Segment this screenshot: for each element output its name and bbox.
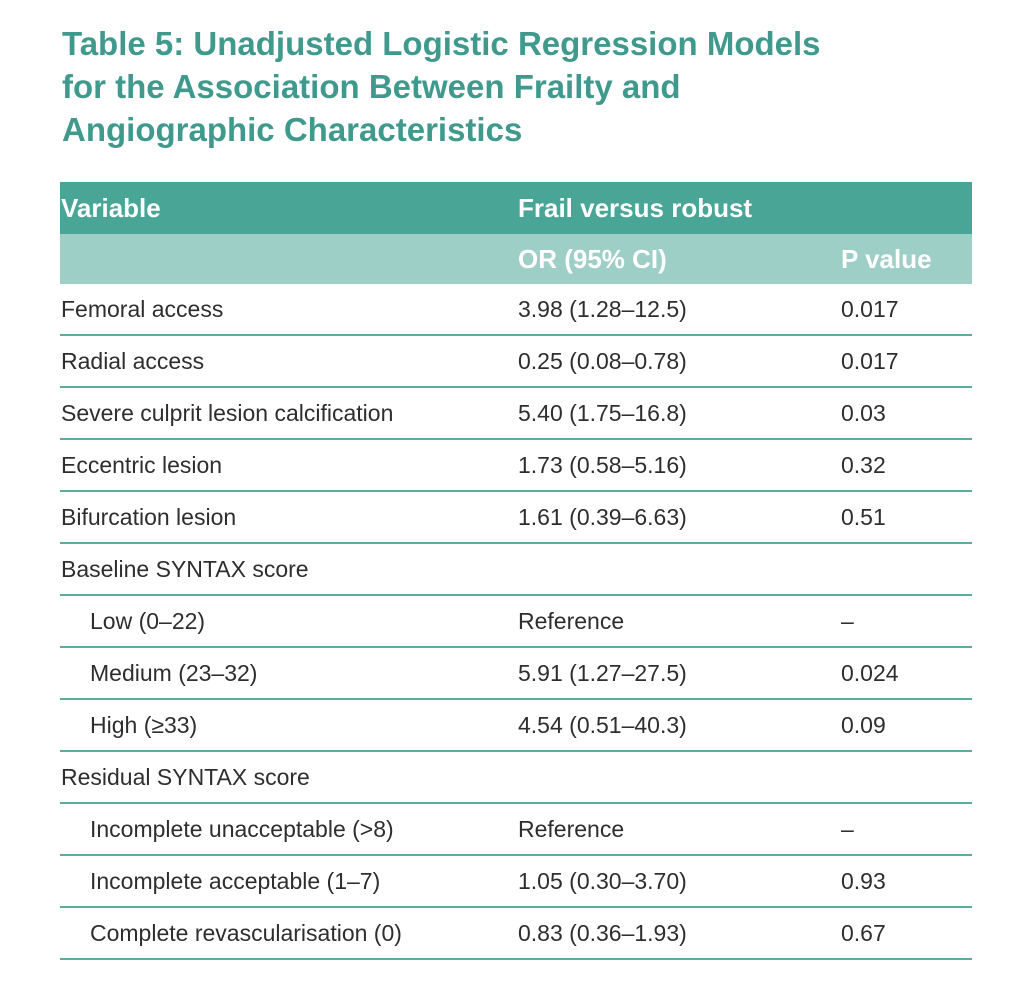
section-row: Residual SYNTAX score [60,751,973,804]
cell-or [516,751,839,804]
table-title: Table 5: Unadjusted Logistic Regression … [62,25,821,148]
table-row: Femoral access 3.98 (1.28–12.5) 0.017 [60,284,973,336]
table-row: Radial access 0.25 (0.08–0.78) 0.017 [60,335,973,388]
cell-or: Reference [516,803,839,856]
cell-variable: Eccentric lesion [60,439,516,492]
header-group: Frail versus robust [516,182,973,234]
cell-variable: High (≥33) [60,699,516,752]
cell-or: 3.98 (1.28–12.5) [516,284,839,336]
table-row: Complete revascularisation (0) 0.83 (0.3… [60,907,973,960]
table-row: Eccentric lesion 1.73 (0.58–5.16) 0.32 [60,439,973,492]
cell-p: 0.017 [839,284,973,336]
cell-variable: Radial access [60,335,516,388]
table-row: Medium (23–32) 5.91 (1.27–27.5) 0.024 [60,647,973,700]
cell-or: 1.61 (0.39–6.63) [516,491,839,544]
header-row-secondary: OR (95% CI) P value [60,234,973,284]
cell-p: 0.09 [839,699,973,752]
cell-p: 0.93 [839,855,973,908]
cell-p [839,751,973,804]
table-row: Low (0–22) Reference – [60,595,973,648]
cell-variable: Femoral access [60,284,516,336]
header-row-primary: Variable Frail versus robust [60,182,973,234]
cell-or [516,543,839,596]
cell-variable: Incomplete unacceptable (>8) [60,803,516,856]
cell-variable: Medium (23–32) [60,647,516,700]
cell-p: 0.67 [839,907,973,960]
cell-p: 0.017 [839,335,973,388]
table-row: Severe culprit lesion calcification 5.40… [60,387,973,440]
header-blank [60,234,516,284]
cell-variable: Incomplete acceptable (1–7) [60,855,516,908]
cell-variable: Low (0–22) [60,595,516,648]
cell-p [839,543,973,596]
cell-p: 0.32 [839,439,973,492]
cell-or: 1.73 (0.58–5.16) [516,439,839,492]
cell-p: 0.03 [839,387,973,440]
cell-variable: Residual SYNTAX score [60,751,516,804]
cell-or: 0.83 (0.36–1.93) [516,907,839,960]
cell-variable: Bifurcation lesion [60,491,516,544]
cell-variable: Severe culprit lesion calcification [60,387,516,440]
regression-table: Variable Frail versus robust OR (95% CI)… [60,182,973,960]
table-row: Incomplete unacceptable (>8) Reference – [60,803,973,856]
table-row: High (≥33) 4.54 (0.51–40.3) 0.09 [60,699,973,752]
table-row: Bifurcation lesion 1.61 (0.39–6.63) 0.51 [60,491,973,544]
table-row: Incomplete acceptable (1–7) 1.05 (0.30–3… [60,855,973,908]
cell-or: 1.05 (0.30–3.70) [516,855,839,908]
cell-p: – [839,595,973,648]
cell-p: 0.024 [839,647,973,700]
header-p: P value [839,234,973,284]
section-row: Baseline SYNTAX score [60,543,973,596]
cell-or: Reference [516,595,839,648]
cell-variable: Complete revascularisation (0) [60,907,516,960]
header-variable: Variable [60,182,516,234]
cell-or: 4.54 (0.51–40.3) [516,699,839,752]
cell-p: 0.51 [839,491,973,544]
cell-p: – [839,803,973,856]
cell-variable: Baseline SYNTAX score [60,543,516,596]
header-or: OR (95% CI) [516,234,839,284]
cell-or: 5.91 (1.27–27.5) [516,647,839,700]
cell-or: 0.25 (0.08–0.78) [516,335,839,388]
cell-or: 5.40 (1.75–16.8) [516,387,839,440]
